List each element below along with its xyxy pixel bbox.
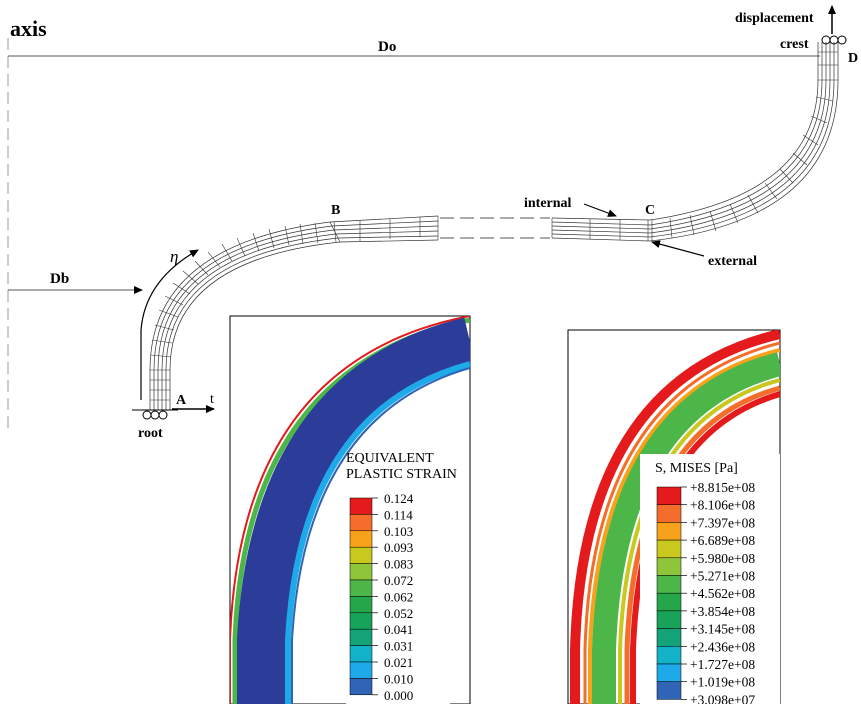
point-b-label: B xyxy=(331,203,340,218)
mises-legend-swatch-11 xyxy=(656,681,682,700)
mises-legend-swatch-1 xyxy=(656,504,682,523)
strain-legend-title-2: PLASTIC STRAIN xyxy=(346,467,457,482)
t-label: t xyxy=(210,392,214,407)
strain-legend-value-2: 0.103 xyxy=(384,524,413,539)
strain-legend-value-3: 0.093 xyxy=(384,540,413,555)
mises-legend: +8.815e+08 +8.106e+08 +7.397e+08 +6.689e+08… xyxy=(653,480,756,704)
mises-legend-swatch-2 xyxy=(656,522,682,541)
strain-legend-value-7: 0.052 xyxy=(384,606,413,621)
strain-legend-value-9: 0.031 xyxy=(384,639,413,654)
strain-legend-value-5: 0.072 xyxy=(384,573,413,588)
strain-legend-value-4: 0.083 xyxy=(384,557,413,572)
mises-legend-value-0: +8.815e+08 xyxy=(690,480,755,495)
eta-label: η xyxy=(170,247,178,266)
mises-legend-value-10: +1.727e+08 xyxy=(690,657,755,672)
root-label: root xyxy=(138,426,163,441)
crest-label: crest xyxy=(780,37,809,52)
strain-legend-swatch-10 xyxy=(349,661,373,679)
mises-legend-value-9: +2.436e+08 xyxy=(690,639,755,654)
mises-legend-value-12: +3.098e+07 xyxy=(690,692,755,704)
strain-legend-swatch-3 xyxy=(349,546,373,564)
strain-legend-swatch-9 xyxy=(349,645,373,663)
mises-legend-swatch-8 xyxy=(656,628,682,647)
bellows-mesh xyxy=(149,42,839,410)
mises-legend-value-11: +1.019e+08 xyxy=(690,675,755,690)
mises-legend-value-2: +7.397e+08 xyxy=(690,515,755,530)
strain-legend-value-1: 0.114 xyxy=(384,507,413,522)
strain-legend-swatch-4 xyxy=(349,563,373,581)
mises-legend-swatch-5 xyxy=(656,575,682,594)
mises-contour-panel: S, MISES [Pa] +8.815e+08 +8.106e+08 +7.397… xyxy=(567,329,781,704)
mises-legend-value-5: +5.271e+08 xyxy=(690,569,755,584)
strain-legend-swatch-11 xyxy=(349,678,373,696)
mises-legend-value-7: +3.854e+08 xyxy=(690,604,755,619)
mises-legend-value-6: +4.562e+08 xyxy=(690,586,755,601)
strain-legend-value-6: 0.062 xyxy=(384,589,413,604)
strain-legend-swatch-8 xyxy=(349,628,373,646)
mesh-radial-lines xyxy=(150,51,838,401)
point-c-label: C xyxy=(645,203,655,218)
displacement-label: displacement xyxy=(735,11,814,26)
mises-legend-value-8: +3.145e+08 xyxy=(690,622,755,637)
strain-legend-swatch-0 xyxy=(349,497,373,515)
point-d-label: D xyxy=(848,51,858,66)
strain-legend-value-10: 0.021 xyxy=(384,655,413,670)
strain-legend-swatch-2 xyxy=(349,530,373,548)
mises-legend-swatch-10 xyxy=(656,663,682,682)
root-rollers xyxy=(142,410,168,420)
mises-legend-swatch-3 xyxy=(656,539,682,559)
strain-legend-value-11: 0.010 xyxy=(384,671,413,686)
mises-legend-title: S, MISES [Pa] xyxy=(655,461,738,476)
mises-legend-value-1: +8.106e+08 xyxy=(690,498,755,513)
internal-label: internal xyxy=(524,196,572,211)
internal-arrow xyxy=(583,203,617,217)
do-label: Do xyxy=(378,39,396,55)
strain-legend-swatch-7 xyxy=(349,612,373,630)
external-label: external xyxy=(708,254,757,269)
strain-legend-swatch-5 xyxy=(349,579,373,597)
mises-legend-value-4: +5.980e+08 xyxy=(690,551,755,566)
strain-legend-swatch-1 xyxy=(349,514,373,532)
strain-legend-value-0: 0.124 xyxy=(384,491,414,506)
mises-legend-value-3: +6.689e+08 xyxy=(690,533,755,548)
axis-label: axis xyxy=(10,16,47,41)
mises-legend-swatch-6 xyxy=(656,592,682,612)
strain-legend-value-12: 0.000 xyxy=(384,688,413,703)
db-label: Db xyxy=(50,271,69,287)
strain-legend-value-8: 0.041 xyxy=(384,622,413,637)
mises-legend-swatch-0 xyxy=(656,486,682,505)
eta-arrow xyxy=(140,249,199,400)
omitted-section-dashes xyxy=(440,217,550,239)
mises-legend-swatch-7 xyxy=(656,610,682,629)
mises-legend-swatch-9 xyxy=(656,646,682,665)
point-a-label: A xyxy=(176,393,187,408)
external-arrow xyxy=(651,240,705,257)
strain-legend-swatch-6 xyxy=(349,596,373,614)
mises-legend-swatch-4 xyxy=(656,557,682,576)
strain-legend-title-1: EQUIVALENT xyxy=(346,451,434,466)
